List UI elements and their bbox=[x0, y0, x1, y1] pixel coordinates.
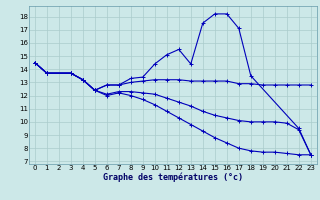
X-axis label: Graphe des températures (°c): Graphe des températures (°c) bbox=[103, 172, 243, 182]
